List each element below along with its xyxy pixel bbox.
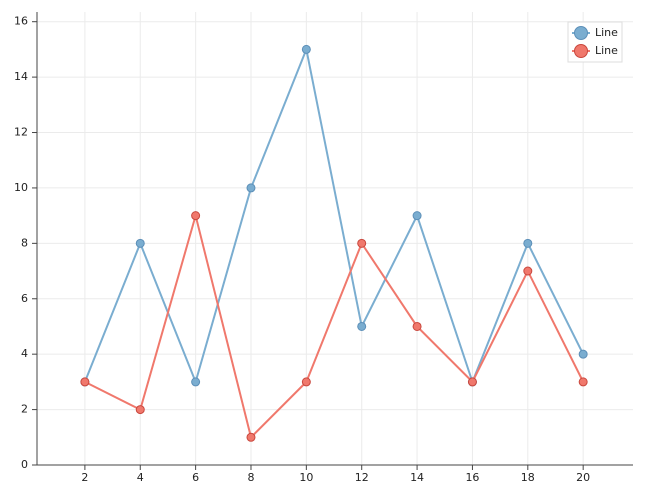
data-point <box>191 377 201 387</box>
x-tick-label: 14 <box>410 471 424 484</box>
y-tick-label: 16 <box>14 15 28 28</box>
data-point <box>246 432 256 442</box>
x-tick-label: 6 <box>192 471 199 484</box>
data-point <box>135 238 145 248</box>
y-tick-label: 14 <box>14 70 28 83</box>
y-tick-label: 4 <box>21 347 28 360</box>
data-point <box>135 405 145 415</box>
x-tick-label: 18 <box>521 471 535 484</box>
data-point <box>412 321 422 331</box>
legend-marker <box>574 26 588 40</box>
legend-label: Line <box>595 26 618 39</box>
data-point <box>301 44 311 54</box>
x-tick-label: 4 <box>137 471 144 484</box>
data-point <box>80 377 90 387</box>
legend-marker <box>574 44 588 58</box>
y-tick-label: 0 <box>21 458 28 471</box>
x-tick-label: 20 <box>576 471 590 484</box>
x-tick-label: 16 <box>465 471 479 484</box>
data-point <box>357 238 367 248</box>
data-point <box>578 377 588 387</box>
data-point <box>357 321 367 331</box>
data-point <box>523 266 533 276</box>
x-tick-label: 8 <box>247 471 254 484</box>
data-point <box>578 349 588 359</box>
data-point <box>191 211 201 221</box>
data-point <box>412 211 422 221</box>
y-tick-label: 2 <box>21 403 28 416</box>
series-line <box>83 45 585 385</box>
x-tick-label: 2 <box>81 471 88 484</box>
x-tick-label: 12 <box>355 471 369 484</box>
series-line <box>84 211 585 440</box>
x-tick-label: 10 <box>299 471 313 484</box>
y-tick-label: 8 <box>21 236 28 249</box>
y-tick-label: 12 <box>14 126 28 139</box>
data-point <box>301 377 311 387</box>
data-point <box>246 183 256 193</box>
data-point <box>467 377 477 387</box>
y-tick-label: 6 <box>21 292 28 305</box>
legend-label: Line <box>595 44 618 57</box>
data-point <box>523 238 533 248</box>
y-tick-label: 10 <box>14 181 28 194</box>
